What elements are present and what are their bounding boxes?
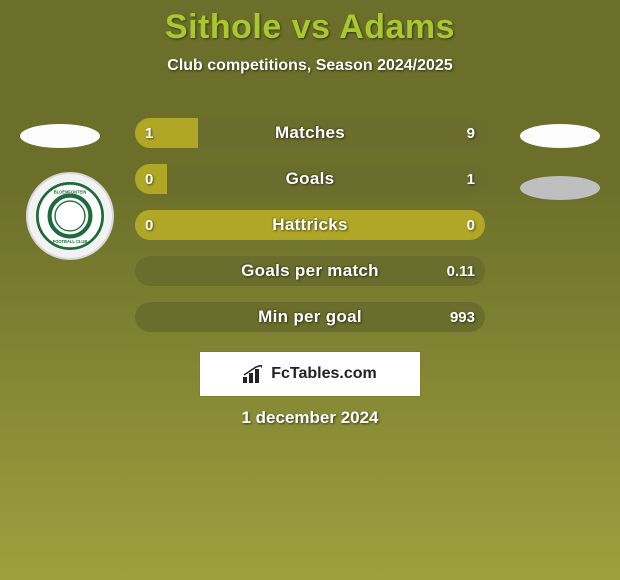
stat-row: Goals per match0.11 (135, 256, 485, 286)
date-text: 1 december 2024 (0, 408, 620, 428)
stat-row: Matches19 (135, 118, 485, 148)
subtitle: Club competitions, Season 2024/2025 (0, 57, 620, 75)
stat-bar-right (135, 302, 485, 332)
brand-box[interactable]: FcTables.com (200, 352, 420, 396)
stat-row: Min per goal993 (135, 302, 485, 332)
brand-text: FcTables.com (271, 365, 377, 383)
stat-bar-right (135, 256, 485, 286)
page-title: Sithole vs Adams (0, 0, 620, 47)
stat-bar-left (135, 164, 167, 194)
stat-bar-right (198, 118, 485, 148)
stat-bar-left (135, 210, 485, 240)
widget-container: Sithole vs Adams Club competitions, Seas… (0, 0, 620, 580)
stat-bar-left (135, 118, 198, 148)
brand-chart-icon (243, 365, 265, 383)
comparison-bars: Matches19 Goals01 Hattricks00 Goals per mat… (0, 118, 620, 348)
stat-row: Goals01 (135, 164, 485, 194)
stat-row: Hattricks00 (135, 210, 485, 240)
stat-bar-right (167, 164, 486, 194)
